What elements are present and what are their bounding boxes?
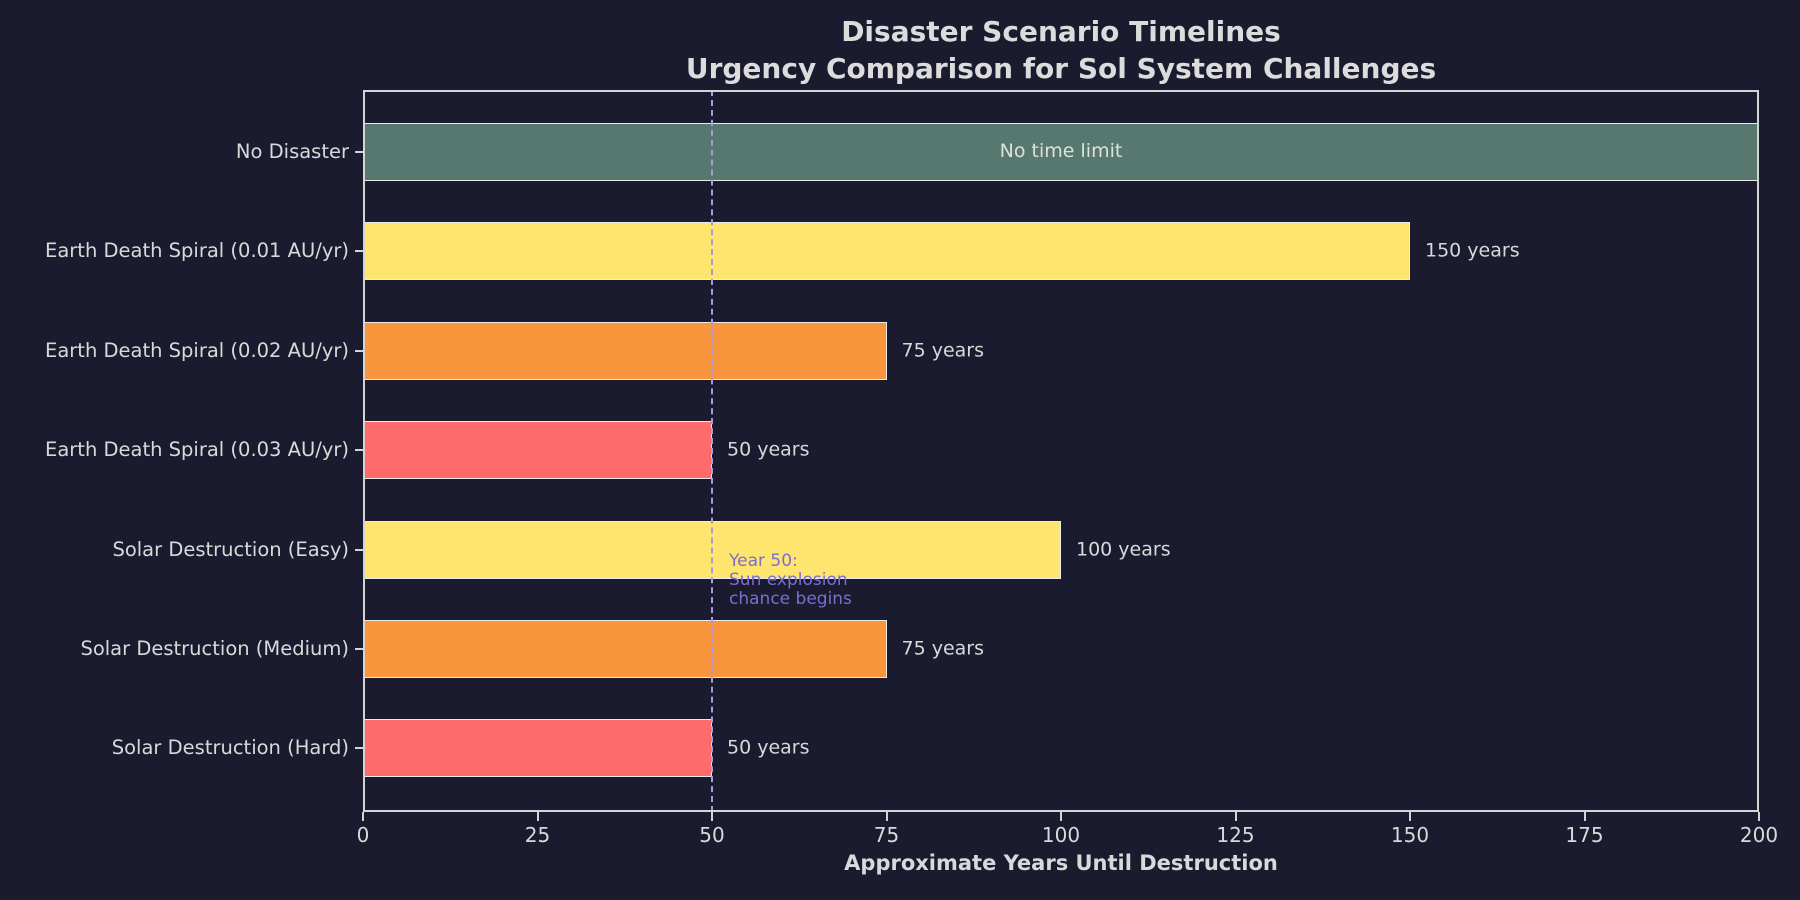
x-axis-tick-label: 0: [356, 823, 370, 847]
x-axis-tick-label: 175: [1565, 823, 1604, 847]
reference-annotation-line3: chance begins: [729, 589, 852, 609]
y-axis-tick: [355, 449, 363, 452]
bar-solar-destruction-hard: [363, 719, 712, 778]
x-axis-tick-label: 200: [1739, 823, 1779, 847]
reference-annotation-line1: Year 50:: [729, 551, 798, 571]
x-axis-tick: [1758, 812, 1760, 821]
x-axis-tick-label: 100: [1041, 823, 1081, 847]
bar-solar-destruction-medium: [363, 620, 887, 678]
x-axis-tick-label: 25: [524, 823, 551, 847]
y-axis-category-label: Earth Death Spiral (0.01 AU/yr): [45, 239, 349, 263]
x-axis-tick: [362, 812, 364, 821]
chart-title-line1: Disaster Scenario Timelines: [841, 15, 1281, 48]
x-axis-tick: [711, 812, 713, 821]
bar-value-label: 50 years: [727, 438, 810, 461]
y-axis-category-label: Earth Death Spiral (0.03 AU/yr): [45, 438, 349, 462]
bar-earth-death-spiral-0-03-au-yr: [363, 421, 712, 480]
bar-value-label: 75 years: [901, 339, 985, 362]
y-axis-category-label: Solar Destruction (Easy): [112, 537, 349, 561]
y-axis-category-label: Earth Death Spiral (0.02 AU/yr): [45, 338, 349, 362]
bar-value-label: 75 years: [901, 637, 985, 660]
y-axis-labels: No Disaster Earth Death Spiral (0.01 AU/y…: [0, 90, 349, 812]
x-axis-tick: [1583, 812, 1586, 821]
y-axis-category-label: No Disaster: [235, 140, 349, 164]
reference-line-year-50: [711, 90, 713, 812]
y-axis-tick: [355, 648, 363, 650]
bar-value-label: 50 years: [727, 736, 810, 759]
bar-earth-death-spiral-0-01-au-yr: [363, 222, 1410, 281]
bar-earth-death-spiral-0-02-au-yr: [363, 321, 887, 380]
reference-annotation-line2: Sun explosion: [729, 570, 848, 590]
chart-title: Disaster Scenario Timelines Urgency Comp…: [363, 13, 1759, 87]
reference-annotation: Year 50: Sun explosion chance begins: [729, 552, 852, 609]
y-axis-category-label: Solar Destruction (Medium): [80, 637, 349, 661]
chart-title-line2: Urgency Comparison for Sol System Challe…: [685, 52, 1437, 85]
bar-value-label: 150 years: [1425, 239, 1520, 262]
x-axis-tick-label: 125: [1216, 823, 1255, 847]
y-axis-tick: [355, 250, 363, 253]
x-axis-tick-label: 75: [873, 823, 900, 847]
y-axis-tick: [355, 349, 363, 352]
bar-label-inside: No time limit: [999, 140, 1123, 163]
plot-area: Year 50: Sun explosion chance begins No …: [363, 90, 1759, 812]
x-axis-tick: [536, 812, 539, 821]
y-axis-tick: [355, 747, 363, 750]
x-axis-tick: [885, 812, 888, 821]
x-axis-tick: [1234, 812, 1237, 821]
x-axis-tick: [1060, 812, 1062, 821]
x-axis-tick-label: 150: [1390, 823, 1430, 847]
x-axis-tick-label: 50: [699, 823, 725, 847]
x-axis-tick: [1409, 812, 1411, 821]
bar-no-disaster: No time limit: [363, 123, 1759, 181]
y-axis-tick: [355, 151, 363, 153]
x-axis-label: Approximate Years Until Destruction: [844, 851, 1278, 875]
bar-value-label: 100 years: [1076, 538, 1171, 561]
y-axis-category-label: Solar Destruction (Hard): [111, 736, 349, 760]
y-axis-tick: [355, 548, 363, 551]
